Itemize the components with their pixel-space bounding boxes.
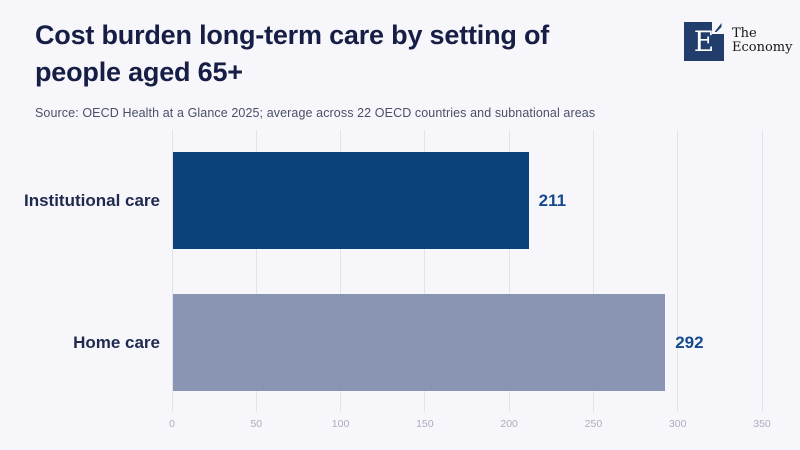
source-note: Source: OECD Health at a Glance 2025; av…: [35, 106, 596, 120]
logo-wordmark-line2: Economy: [732, 40, 793, 55]
gridline-x-300: [677, 130, 679, 412]
logo-wordmark-line1: The: [732, 26, 757, 41]
x-tick-label-250: 250: [584, 418, 603, 430]
logo-monogram-box: E: [684, 22, 724, 61]
bar-home-care: [173, 294, 666, 391]
x-tick-label-0: 0: [169, 418, 175, 430]
logo-monogram: E: [693, 25, 715, 58]
value-label-institutional-care: 211: [538, 190, 567, 210]
logo-quote-icon: [712, 22, 724, 34]
x-tick-label-100: 100: [331, 418, 350, 430]
x-tick-label-350: 350: [753, 418, 771, 430]
gridline-x-100: [340, 130, 342, 412]
x-tick-label-200: 200: [500, 418, 518, 430]
category-label-institutional-care: Institutional care: [23, 190, 160, 210]
gridline-x-350: [761, 130, 763, 412]
gridline-x-150: [424, 130, 426, 412]
gridline-x-200: [508, 130, 510, 412]
category-axis: Institutional care Home care: [0, 130, 160, 412]
x-tick-label-150: 150: [416, 418, 434, 430]
x-tick-label-50: 50: [250, 418, 263, 430]
chart-title: Cost burden long-term care by setting of…: [35, 20, 550, 87]
x-tick-label-300: 300: [668, 418, 687, 430]
category-label-home-care: Home care: [73, 332, 160, 352]
value-label-home-care: 292: [675, 332, 704, 352]
plot-area: 0 50 100 150 200 250 300 350 211 292: [169, 130, 771, 430]
gridline-x-50: [255, 130, 257, 412]
bar-institutional-care: [173, 152, 529, 249]
the-economy-logo: E The Economy: [684, 22, 792, 61]
logo-wordmark: The Economy: [732, 27, 792, 55]
gridline-x-250: [592, 130, 594, 412]
gridline-x-0: [171, 130, 173, 412]
